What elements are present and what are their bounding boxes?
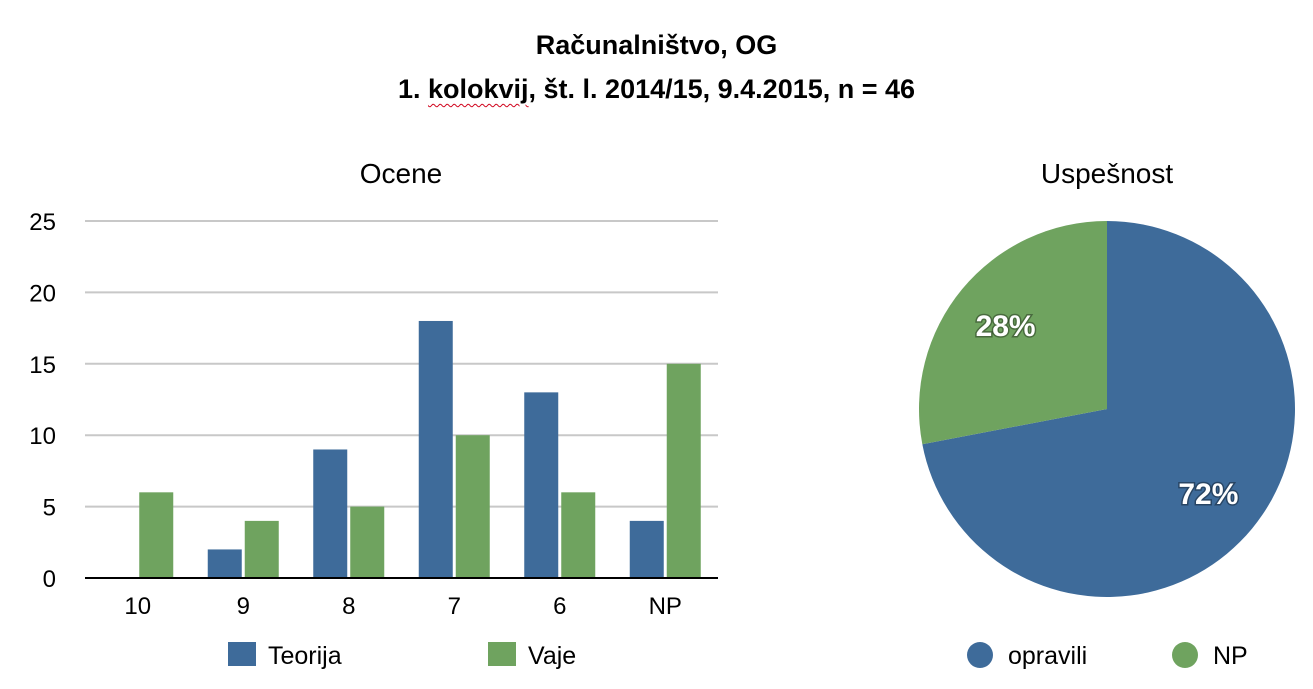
pie-slice-np xyxy=(919,221,1107,445)
page-title: Računalništvo, OG xyxy=(535,30,778,60)
bar-teorija-6 xyxy=(524,392,559,578)
y-tick-label: 15 xyxy=(29,352,56,379)
bar-chart-x-axis: 10 9 8 7 6 NP xyxy=(124,593,682,620)
y-tick-label: 0 xyxy=(43,566,56,593)
legend-swatch xyxy=(228,642,256,666)
subtitle-rest: , št. l. 2014/15, 9.4.2015, n = 46 xyxy=(528,74,916,104)
x-tick-label: 6 xyxy=(553,593,566,620)
bar-teorija-9 xyxy=(207,549,242,578)
bar-vaje-6 xyxy=(561,492,596,578)
bar-chart-title: Ocene xyxy=(360,158,443,189)
legend-label: Teorija xyxy=(268,642,342,670)
y-tick-label: 20 xyxy=(29,280,56,307)
bar-chart: Ocene 0 5 10 15 20 25 10 9 8 7 6 NP Teorija Vaje xyxy=(29,158,718,670)
pie-slice-label: 72% xyxy=(1178,478,1238,511)
pie-chart-labels: 72% 28% xyxy=(974,309,1240,513)
bar-teorija-8 xyxy=(313,449,348,578)
bar-chart-gridlines xyxy=(85,220,718,508)
legend-swatch xyxy=(1172,642,1198,668)
pie-chart-legend: opravili NP xyxy=(967,642,1248,670)
legend-swatch xyxy=(967,642,993,668)
bar-teorija-np xyxy=(629,520,664,578)
pie-chart: Uspešnost 72% 28% opravili NP xyxy=(919,158,1295,670)
bar-chart-bars xyxy=(139,320,701,578)
pie-chart-title: Uspešnost xyxy=(1041,158,1174,189)
page-subtitle: 1. kolokvij, št. l. 2014/15, 9.4.2015, n… xyxy=(0,74,1313,105)
y-tick-label: 25 xyxy=(29,209,56,236)
bar-vaje-8 xyxy=(350,506,385,578)
bar-chart-legend: Teorija Vaje xyxy=(228,642,576,670)
legend-swatch xyxy=(488,642,516,666)
subtitle-misspelled-word: kolokvij xyxy=(427,74,529,104)
bar-vaje-np xyxy=(666,363,701,578)
bar-teorija-7 xyxy=(418,320,453,578)
subtitle-number: 1. xyxy=(397,74,421,104)
x-tick-label: 8 xyxy=(342,593,355,620)
legend-label: opravili xyxy=(1008,642,1087,670)
bar-vaje-10 xyxy=(139,492,174,578)
bar-chart-y-axis: 0 5 10 15 20 25 xyxy=(29,209,56,593)
x-tick-label: 7 xyxy=(448,593,461,620)
x-tick-label: 9 xyxy=(237,593,250,620)
bar-vaje-7 xyxy=(455,435,490,578)
pie-slice-opravili xyxy=(922,221,1295,597)
y-tick-label: 10 xyxy=(29,423,56,450)
legend-label: NP xyxy=(1213,642,1248,670)
pie-slice-label: 28% xyxy=(976,310,1036,343)
pie-chart-slices xyxy=(919,221,1295,597)
x-tick-label: NP xyxy=(649,593,682,620)
bar-vaje-9 xyxy=(244,520,279,578)
y-tick-label: 5 xyxy=(43,495,56,522)
x-tick-label: 10 xyxy=(124,593,151,620)
legend-label: Vaje xyxy=(528,642,576,670)
